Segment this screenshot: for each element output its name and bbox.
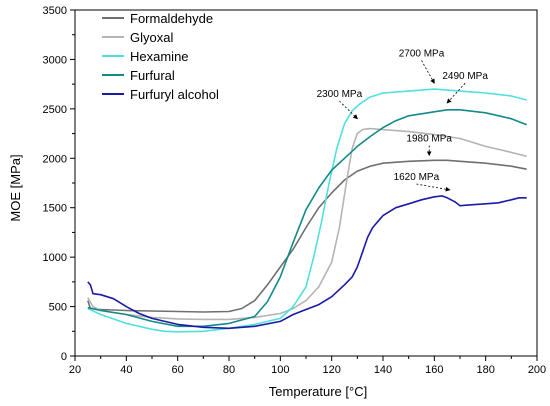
- series-lines: [87, 88, 527, 333]
- legend-label-furfuryl-alcohol: Furfuryl alcohol: [130, 87, 219, 102]
- x-tick-label: 40: [120, 364, 132, 376]
- x-tick-label: 20: [69, 364, 81, 376]
- legend-label-furfural: Furfural: [130, 68, 175, 83]
- annotation-arrow: [416, 183, 451, 192]
- y-axis-title: MOE [MPa]: [8, 154, 23, 221]
- y-tick-label: 3500: [43, 5, 67, 17]
- y-tick-label: 2500: [43, 104, 67, 116]
- x-tick-label: 140: [374, 364, 392, 376]
- x-axis: 20 40 60 80 100 120 140 160 180 200: [69, 356, 546, 376]
- y-tick-label: 1500: [43, 203, 67, 215]
- x-tick-label: 160: [425, 364, 443, 376]
- x-tick-label: 80: [223, 364, 235, 376]
- x-tick-label: 180: [476, 364, 494, 376]
- annotation-label: 1980 MPa: [406, 133, 452, 144]
- series-line-furfural: [87, 109, 527, 328]
- annotations: 2300 MPa 2700 MPa 2490 MPa 1980 MPa 1620 MPa: [317, 48, 488, 192]
- annotation-arrow: [339, 100, 358, 120]
- legend-label-hexamine: Hexamine: [130, 49, 189, 64]
- legend-label-formaldehyde: Formaldehyde: [130, 11, 213, 26]
- annotation-label: 2700 MPa: [399, 48, 445, 59]
- annotation-arrow: [421, 60, 435, 84]
- annotation-label: 2300 MPa: [317, 89, 363, 100]
- series-line-glyoxal: [87, 127, 527, 321]
- y-tick-label: 3000: [43, 54, 67, 66]
- annotation-label: 2490 MPa: [442, 71, 488, 82]
- x-tick-label: 200: [528, 364, 546, 376]
- x-tick-label: 120: [322, 364, 340, 376]
- y-tick-label: 0: [61, 351, 67, 363]
- x-tick-label: 100: [271, 364, 289, 376]
- series-line-furfuryl-alcohol: [87, 195, 527, 330]
- y-tick-label: 500: [49, 302, 67, 314]
- x-axis-title: Temperature [°C]: [269, 384, 367, 399]
- legend: Formaldehyde Glyoxal Hexamine Furfural Furfu…: [102, 11, 219, 102]
- series-line-hexamine: [87, 88, 527, 333]
- y-tick-label: 1000: [43, 252, 67, 264]
- series-line-formaldehyde: [87, 159, 527, 313]
- x-tick-label: 60: [172, 364, 184, 376]
- y-tick-label: 2000: [43, 153, 67, 165]
- annotation-label: 1620 MPa: [394, 172, 440, 183]
- annotation-arrow: [446, 82, 466, 104]
- legend-label-glyoxal: Glyoxal: [130, 30, 173, 45]
- y-axis: 0 500 1000 1500 2000 2500 3000 3500: [43, 5, 75, 363]
